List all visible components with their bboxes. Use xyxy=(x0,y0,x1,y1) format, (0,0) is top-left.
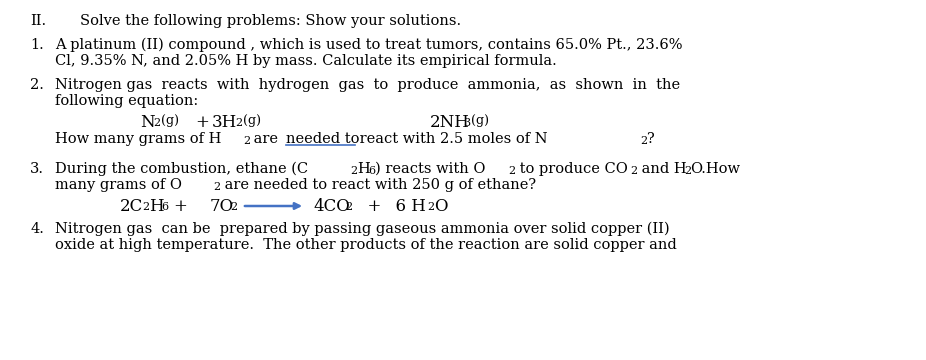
Text: Cl, 9.35% N, and 2.05% H by mass. Calculate its empirical formula.: Cl, 9.35% N, and 2.05% H by mass. Calcul… xyxy=(55,54,557,68)
Text: O.How: O.How xyxy=(690,162,740,176)
Text: 2: 2 xyxy=(427,202,434,212)
Text: Nitrogen gas  reacts  with  hydrogen  gas  to  produce  ammonia,  as  shown  in : Nitrogen gas reacts with hydrogen gas to… xyxy=(55,78,680,92)
Text: 2.: 2. xyxy=(30,78,44,92)
Text: to produce CO: to produce CO xyxy=(515,162,628,176)
Text: following equation:: following equation: xyxy=(55,94,198,108)
Text: 2NH: 2NH xyxy=(430,114,469,131)
Text: 2: 2 xyxy=(508,166,515,176)
Text: react with 2.5 moles of N: react with 2.5 moles of N xyxy=(355,132,547,146)
Text: 2: 2 xyxy=(243,136,250,146)
Text: 7O: 7O xyxy=(210,198,234,215)
Text: H: H xyxy=(357,162,369,176)
Text: +: + xyxy=(195,114,209,131)
Text: 2: 2 xyxy=(350,166,357,176)
Text: 2: 2 xyxy=(640,136,647,146)
Text: O: O xyxy=(434,198,447,215)
Text: During the combustion, ethane (C: During the combustion, ethane (C xyxy=(55,162,308,176)
Text: needed to: needed to xyxy=(286,132,359,146)
Text: 1.: 1. xyxy=(30,38,44,52)
Text: 2: 2 xyxy=(684,166,691,176)
Text: (g): (g) xyxy=(471,114,489,127)
Text: 2: 2 xyxy=(230,202,237,212)
Text: 3H: 3H xyxy=(212,114,237,131)
Text: 2: 2 xyxy=(153,118,160,128)
Text: +: + xyxy=(173,198,187,215)
Text: Solve the following problems: Show your solutions.: Solve the following problems: Show your … xyxy=(80,14,461,28)
Text: 2: 2 xyxy=(142,202,149,212)
Text: ?: ? xyxy=(646,132,654,146)
Text: oxide at high temperature.  The other products of the reaction are solid copper : oxide at high temperature. The other pro… xyxy=(55,238,677,252)
Text: II.: II. xyxy=(30,14,46,28)
Text: A platinum (II) compound , which is used to treat tumors, contains 65.0% Pt., 23: A platinum (II) compound , which is used… xyxy=(55,38,682,53)
Text: 2: 2 xyxy=(235,118,242,128)
Text: many grams of O: many grams of O xyxy=(55,178,182,192)
Text: Nitrogen gas  can be  prepared by passing gaseous ammonia over solid copper (II): Nitrogen gas can be prepared by passing … xyxy=(55,222,669,237)
Text: and H: and H xyxy=(637,162,686,176)
Text: 3: 3 xyxy=(463,118,470,128)
Text: 3.: 3. xyxy=(30,162,44,176)
Text: H: H xyxy=(149,198,164,215)
Text: 2: 2 xyxy=(345,202,352,212)
Text: are: are xyxy=(249,132,282,146)
Text: are needed to react with 250 g of ethane?: are needed to react with 250 g of ethane… xyxy=(220,178,536,192)
Text: How many grams of H: How many grams of H xyxy=(55,132,221,146)
Text: 6: 6 xyxy=(368,166,375,176)
Text: +: + xyxy=(357,198,382,215)
Text: 6: 6 xyxy=(161,202,169,212)
Text: 2C: 2C xyxy=(120,198,144,215)
Text: (g): (g) xyxy=(243,114,261,127)
Text: (g): (g) xyxy=(161,114,179,127)
Text: 2: 2 xyxy=(213,182,220,192)
Text: 6 H: 6 H xyxy=(385,198,426,215)
Text: 2: 2 xyxy=(630,166,637,176)
Text: 4.: 4. xyxy=(30,222,44,236)
Text: N: N xyxy=(140,114,155,131)
Text: 4CO: 4CO xyxy=(313,198,350,215)
Text: ) reacts with O: ) reacts with O xyxy=(375,162,485,176)
